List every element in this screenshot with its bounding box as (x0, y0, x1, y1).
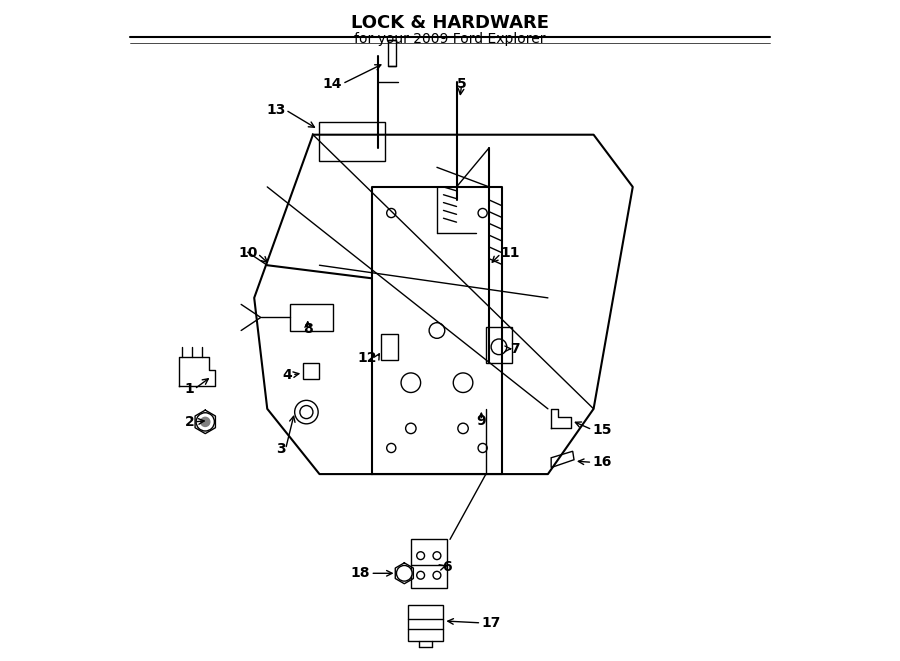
Text: 1: 1 (184, 382, 194, 396)
Bar (290, 305, 332, 330)
Polygon shape (551, 451, 574, 467)
Text: 17: 17 (482, 616, 500, 630)
Text: 3: 3 (276, 442, 285, 456)
Bar (382, 334, 398, 360)
Text: LOCK & HARDWARE: LOCK & HARDWARE (351, 14, 549, 32)
Text: 11: 11 (501, 247, 520, 260)
Bar (388, 40, 396, 66)
Text: 12: 12 (357, 351, 377, 365)
Text: 13: 13 (266, 103, 285, 117)
Text: 8: 8 (302, 322, 312, 336)
Text: 2: 2 (184, 415, 194, 429)
Text: 9: 9 (476, 414, 486, 428)
Bar (303, 363, 320, 379)
Bar (410, 539, 446, 588)
Text: 18: 18 (351, 566, 371, 580)
Text: 16: 16 (592, 455, 612, 469)
Text: 10: 10 (238, 247, 257, 260)
Circle shape (397, 565, 412, 581)
Text: 5: 5 (457, 77, 466, 91)
Text: 15: 15 (592, 422, 612, 437)
Bar (486, 327, 512, 363)
Text: 6: 6 (442, 560, 452, 574)
Text: 14: 14 (323, 77, 342, 91)
Text: 7: 7 (510, 342, 519, 356)
Circle shape (201, 417, 210, 426)
Text: for your 2009 Ford Explorer: for your 2009 Ford Explorer (355, 32, 545, 46)
Bar (408, 605, 444, 641)
Text: 4: 4 (283, 368, 293, 382)
